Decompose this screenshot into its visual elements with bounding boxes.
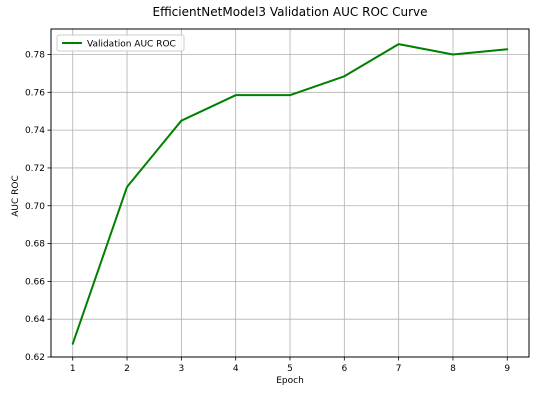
- y-tick-label-0.68: 0.68: [25, 240, 45, 250]
- grid-layer: [51, 29, 529, 358]
- tick-layer: 1 2 3 4 5 6 7 8 9 0.62 0.64 0.66 0.68 0.70 0.72 0.74 0.7…: [25, 51, 510, 374]
- x-tick-label-4: 4: [233, 364, 239, 374]
- y-tick-label-0.76: 0.76: [25, 88, 45, 98]
- y-tick-label-0.64: 0.64: [25, 315, 45, 325]
- series-line-0: [71, 43, 509, 345]
- x-tick-label-1: 1: [70, 364, 76, 374]
- y-axis-label: AUC ROC: [11, 175, 21, 217]
- y-tick-label-0.66: 0.66: [25, 277, 45, 287]
- x-tick-label-3: 3: [178, 364, 184, 374]
- legend-label: Validation AUC ROC: [87, 40, 176, 50]
- legend: Validation AUC ROC: [56, 34, 185, 52]
- x-tick-label-9: 9: [504, 364, 510, 374]
- x-tick-label-7: 7: [396, 364, 402, 374]
- legend-box: [56, 34, 185, 52]
- plot-frame: [50, 28, 530, 358]
- series-layer: [71, 43, 509, 345]
- x-tick-label-6: 6: [341, 364, 347, 374]
- x-tick-label-8: 8: [450, 364, 456, 374]
- y-tick-label-0.70: 0.70: [25, 202, 45, 212]
- y-tick-label-0.74: 0.74: [25, 126, 45, 136]
- y-tick-label-0.62: 0.62: [25, 353, 45, 363]
- y-tick-label-0.72: 0.72: [25, 164, 45, 174]
- y-tick-label-0.78: 0.78: [25, 51, 45, 61]
- chart-title: EfficientNetModel3 Validation AUC ROC Cu…: [153, 5, 428, 19]
- x-axis-label: Epoch: [276, 376, 304, 386]
- x-tick-label-5: 5: [287, 364, 293, 374]
- x-tick-label-2: 2: [124, 364, 130, 374]
